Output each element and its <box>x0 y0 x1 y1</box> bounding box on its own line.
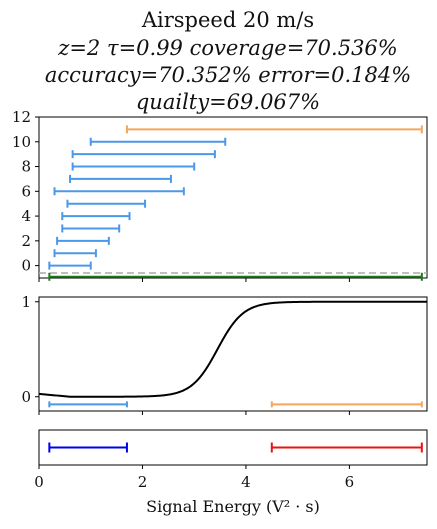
y-tick-label: 8 <box>21 158 31 176</box>
title-block: Airspeed 20 m/s z=2 τ=0.99 coverage=70.5… <box>45 8 411 114</box>
x-tick-label: 6 <box>345 473 355 491</box>
panel-1-frame <box>38 116 428 279</box>
panel-2-frame <box>38 296 428 412</box>
y-tick-label: 0 <box>21 388 31 406</box>
y-tick-label: 0 <box>21 257 31 275</box>
interval-bar-3 <box>61 224 121 233</box>
title-line-3: accuracy=70.352% error=0.184% <box>45 63 411 87</box>
sigmoid-interval-1 <box>270 401 423 408</box>
panel-sigmoid: 01 <box>21 293 428 415</box>
interval-bar-0 <box>48 261 92 270</box>
interval-bar-5 <box>66 199 147 208</box>
interval-bar-2 <box>56 236 110 245</box>
x-axis-label: Signal Energy (V² · s) <box>146 497 320 516</box>
interval-bar-7 <box>69 174 172 183</box>
title-line-4: quailty=69.067% <box>136 90 320 114</box>
summary-interval-0 <box>48 442 128 453</box>
interval-bar-8 <box>71 162 196 171</box>
panel-intervals: 0 2 4 6 8 10 12 <box>12 108 428 282</box>
title-line-1: Airspeed 20 m/s <box>141 8 314 32</box>
interval-bar-1 <box>53 249 97 258</box>
x-tick-label: 4 <box>241 473 251 491</box>
interval-bar-12 <box>48 272 423 281</box>
summary-interval-1 <box>270 442 423 453</box>
title-line-2: z=2 τ=0.99 coverage=70.536% <box>57 36 398 60</box>
y-tick-label: 10 <box>12 133 31 151</box>
y-tick-label: 12 <box>12 108 31 126</box>
y-tick-label: 6 <box>21 182 31 200</box>
interval-bar-6 <box>53 187 185 196</box>
y-tick-label: 4 <box>21 207 31 225</box>
sigmoid-interval-0 <box>48 401 128 408</box>
x-tick-label: 2 <box>138 473 148 491</box>
panel-summary: 0 2 4 6 Signal Energy (V² · s) <box>34 429 428 516</box>
interval-bar-11 <box>125 125 423 134</box>
interval-bar-10 <box>89 137 227 146</box>
interval-bar-9 <box>71 150 216 159</box>
y-tick-label: 1 <box>21 293 31 311</box>
interval-bar-4 <box>61 212 131 221</box>
sigmoid-curve <box>38 300 427 398</box>
x-tick-label: 0 <box>34 473 44 491</box>
y-tick-label: 2 <box>21 232 31 250</box>
panel-3-frame <box>38 429 428 466</box>
